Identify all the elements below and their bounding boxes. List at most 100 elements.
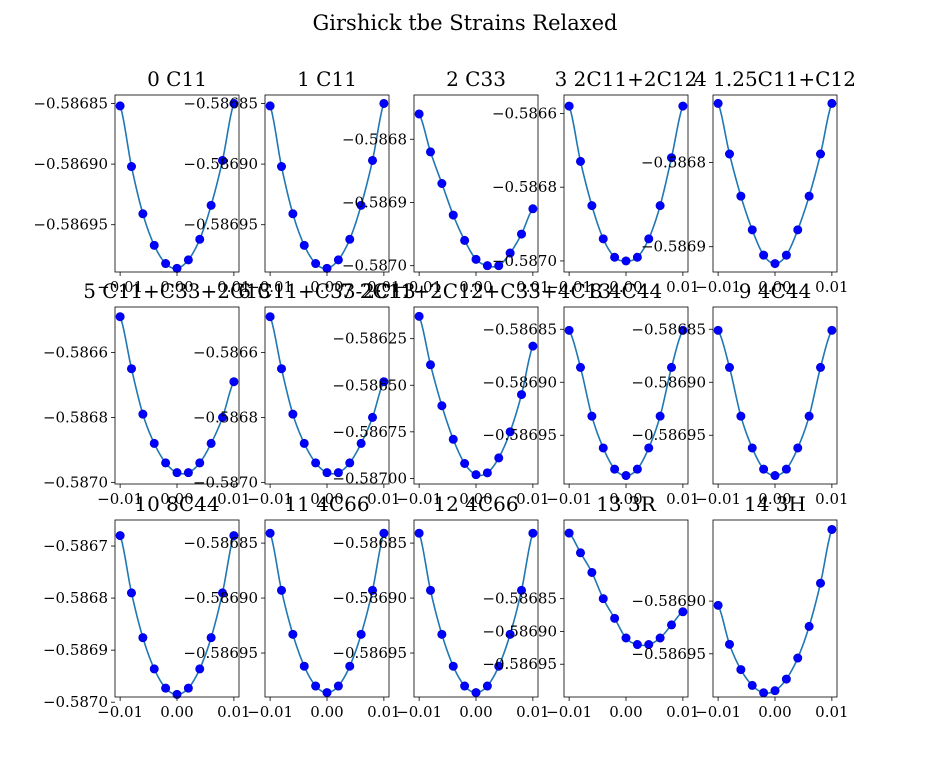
data-point	[356, 629, 366, 639]
data-point	[161, 683, 171, 693]
data-point	[138, 209, 148, 219]
y-tick-label: −0.5866	[193, 343, 258, 361]
subplot-title: 8 4C44	[590, 279, 663, 303]
subplot-1: 1 C11 −0.01 0.00 0.01 −0.58685 −0.58690 −0.586…	[183, 67, 400, 296]
data-point	[482, 468, 492, 478]
data-point	[448, 210, 458, 220]
data-point	[322, 468, 332, 478]
x-tick-label: 0.01	[666, 490, 699, 508]
y-tick-label: −0.58685	[33, 94, 108, 112]
data-point	[126, 162, 136, 172]
subplot-title: 7 2C11+2C12+C33+4C13	[341, 279, 612, 303]
data-point	[333, 255, 343, 265]
subplot-3: 3 2C11+2C12 −0.01 0.00 0.01 −0.5866 −0.5868 −0…	[492, 67, 700, 296]
data-point	[816, 149, 826, 159]
data-point	[494, 661, 504, 671]
data-point	[667, 620, 677, 630]
subplot-0: 0 C11 −0.01 0.00 0.01 −0.58685 −0.58690 −0.586…	[33, 67, 250, 296]
data-point	[195, 234, 205, 244]
data-point	[265, 528, 275, 538]
subplot-title: 10 8C44	[134, 492, 219, 516]
subplot-title: 6 C11+C33-2C13	[238, 279, 416, 303]
data-point	[494, 453, 504, 463]
data-point	[517, 229, 527, 239]
y-tick-label: −0.58685	[183, 534, 258, 552]
y-tick-label: −0.58690	[332, 589, 407, 607]
data-point	[713, 98, 723, 108]
data-point	[747, 443, 757, 453]
data-point	[678, 607, 688, 617]
x-tick-label: 0.01	[666, 703, 699, 721]
data-point	[425, 360, 435, 370]
axes-frame	[712, 306, 838, 485]
x-tick-label: 0.00	[160, 703, 193, 721]
y-tick-label: −0.58695	[332, 644, 407, 662]
data-point	[345, 661, 355, 671]
data-point	[655, 201, 665, 211]
x-tick-label: 0.00	[758, 703, 791, 721]
x-tick-label: −0.01	[695, 490, 741, 508]
y-tick-label: −0.58695	[631, 426, 706, 444]
data-point	[161, 259, 171, 269]
data-point	[816, 578, 826, 588]
fit-line	[119, 316, 235, 475]
data-point	[610, 464, 620, 474]
data-point	[621, 471, 631, 481]
data-point	[564, 528, 574, 538]
data-point	[276, 162, 286, 172]
y-tick-label: −0.58690	[183, 155, 258, 173]
data-point	[322, 263, 332, 273]
data-point	[299, 661, 309, 671]
data-point	[425, 147, 435, 157]
x-tick-label: 0.01	[815, 278, 848, 296]
x-tick-label: 0.01	[516, 490, 549, 508]
data-point	[770, 259, 780, 269]
x-tick-label: −0.01	[247, 490, 293, 508]
data-point	[564, 101, 574, 111]
y-tick-label: −0.58695	[183, 644, 258, 662]
data-point	[736, 665, 746, 675]
y-tick-label: −0.58685	[631, 320, 706, 338]
data-point	[644, 234, 654, 244]
data-point	[655, 633, 665, 643]
data-point	[827, 524, 837, 534]
data-point	[759, 250, 769, 260]
y-tick-label: −0.58685	[482, 590, 557, 608]
x-tick-label: 0.01	[516, 278, 549, 296]
data-point	[781, 674, 791, 684]
subplot-grid: 0 C11 −0.01 0.00 0.01 −0.58685 −0.58690 −0.586…	[33, 67, 856, 721]
data-point	[528, 204, 538, 214]
data-point	[437, 179, 447, 189]
data-point	[460, 235, 470, 245]
subplot-title: 13 3R	[596, 492, 657, 516]
y-tick-label: −0.5869	[342, 193, 407, 211]
y-tick-label: −0.58685	[183, 94, 258, 112]
y-tick-label: −0.5869	[641, 238, 706, 256]
x-tick-label: −0.01	[546, 278, 592, 296]
axes-frame	[114, 94, 240, 273]
x-tick-label: 0.00	[758, 278, 791, 296]
data-point	[299, 438, 309, 448]
data-point	[368, 412, 378, 422]
data-point	[575, 156, 585, 166]
data-point	[471, 254, 481, 264]
y-tick-label: −0.5866	[492, 104, 557, 122]
y-tick-label: −0.5868	[342, 130, 407, 148]
x-tick-label: −0.01	[97, 278, 143, 296]
x-tick-label: 0.01	[217, 703, 250, 721]
axes-frame	[712, 519, 838, 698]
data-point	[288, 629, 298, 639]
x-tick-label: −0.01	[546, 490, 592, 508]
y-tick-label: −0.58695	[33, 216, 108, 234]
data-point	[126, 588, 136, 598]
data-point	[827, 98, 837, 108]
data-point	[229, 531, 239, 541]
x-tick-label: 0.00	[609, 703, 642, 721]
data-point	[713, 325, 723, 335]
x-tick-label: 0.01	[367, 490, 400, 508]
data-point	[724, 639, 734, 649]
x-tick-label: 0.01	[367, 278, 400, 296]
data-point	[816, 362, 826, 372]
figure-title: Girshick tbe Strains Relaxed	[313, 11, 618, 35]
